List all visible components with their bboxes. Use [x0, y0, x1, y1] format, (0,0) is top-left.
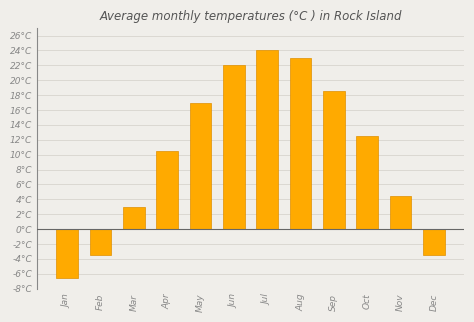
Bar — [423, 229, 445, 255]
Bar — [123, 207, 145, 229]
Bar — [290, 58, 311, 229]
Bar — [323, 91, 345, 229]
Bar — [256, 51, 278, 229]
Bar — [56, 229, 78, 278]
Title: Average monthly temperatures (°C ) in Rock Island: Average monthly temperatures (°C ) in Ro… — [100, 10, 402, 23]
Bar — [90, 229, 111, 255]
Bar — [390, 196, 411, 229]
Bar — [356, 136, 378, 229]
Bar — [223, 65, 245, 229]
Bar — [156, 151, 178, 229]
Bar — [190, 102, 211, 229]
